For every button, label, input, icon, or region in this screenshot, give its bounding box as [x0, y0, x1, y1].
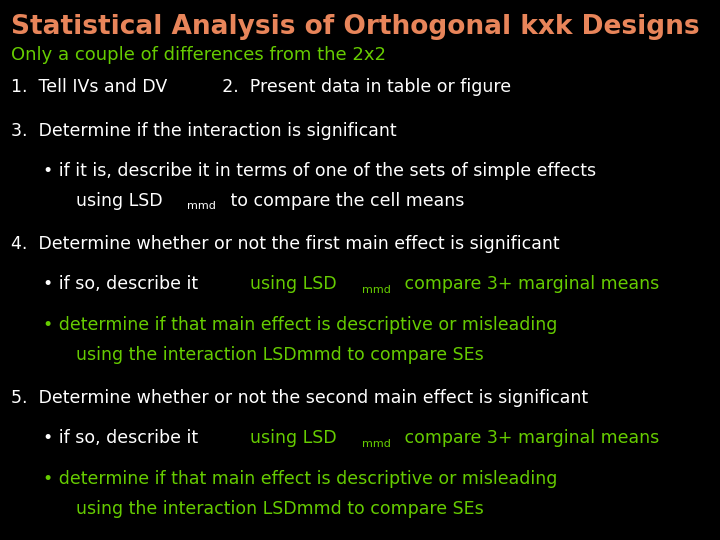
Text: • if so, describe it: • if so, describe it — [43, 275, 204, 293]
Text: • determine if that main effect is descriptive or misleading: • determine if that main effect is descr… — [43, 316, 557, 334]
Text: using LSD: using LSD — [251, 275, 337, 293]
Text: mmd: mmd — [187, 201, 216, 212]
Text: • if it is, describe it in terms of one of the sets of simple effects: • if it is, describe it in terms of one … — [43, 162, 596, 180]
Text: • determine if that main effect is descriptive or misleading: • determine if that main effect is descr… — [43, 470, 557, 488]
Text: using LSD: using LSD — [76, 192, 162, 210]
Text: 5.  Determine whether or not the second main effect is significant: 5. Determine whether or not the second m… — [11, 389, 588, 407]
Text: • if so, describe it: • if so, describe it — [43, 429, 204, 447]
Text: using the interaction LSDmmd to compare SEs: using the interaction LSDmmd to compare … — [76, 346, 483, 363]
Text: 1.  Tell IVs and DV          2.  Present data in table or figure: 1. Tell IVs and DV 2. Present data in ta… — [11, 78, 511, 96]
Text: compare 3+ marginal means: compare 3+ marginal means — [400, 275, 660, 293]
Text: 4.  Determine whether or not the first main effect is significant: 4. Determine whether or not the first ma… — [11, 235, 559, 253]
Text: compare 3+ marginal means: compare 3+ marginal means — [400, 429, 660, 447]
Text: using LSD: using LSD — [251, 429, 337, 447]
Text: using the interaction LSDmmd to compare SEs: using the interaction LSDmmd to compare … — [76, 500, 483, 517]
Text: Only a couple of differences from the 2x2: Only a couple of differences from the 2x… — [11, 46, 386, 64]
Text: 3.  Determine if the interaction is significant: 3. Determine if the interaction is signi… — [11, 122, 397, 139]
Text: to compare the cell means: to compare the cell means — [225, 192, 464, 210]
Text: mmd: mmd — [362, 285, 391, 295]
Text: Statistical Analysis of Orthogonal kxk Designs: Statistical Analysis of Orthogonal kxk D… — [11, 14, 699, 39]
Text: mmd: mmd — [362, 439, 391, 449]
